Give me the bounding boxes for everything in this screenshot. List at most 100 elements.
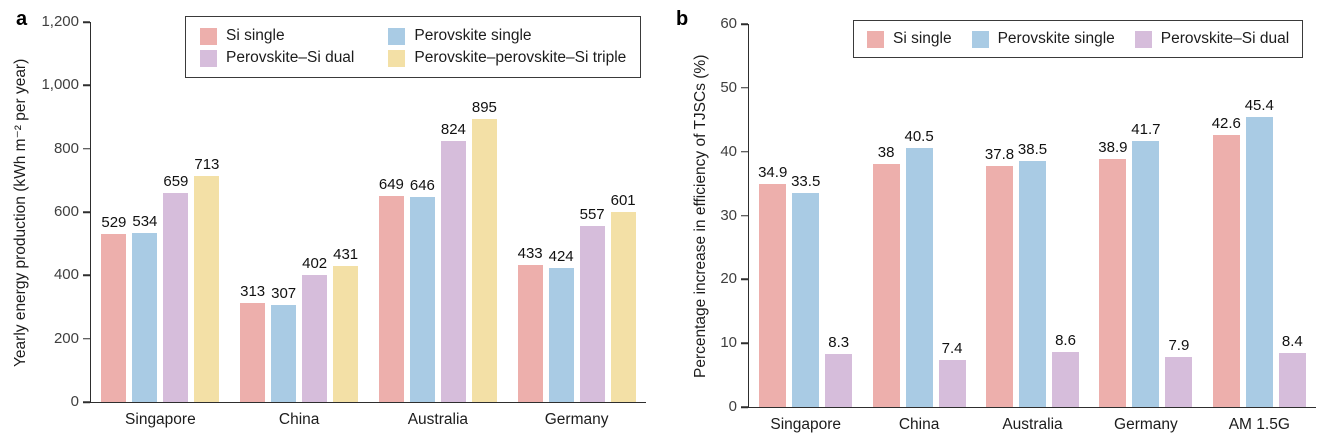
bar-perovskite-single-australia [409, 197, 435, 402]
bar-perovskite-si-dual-australia [1052, 352, 1079, 407]
bar-perovskite-single-singapore [132, 232, 158, 402]
legend-swatch-icon [388, 49, 406, 67]
bar-value-label: 8.6 [1055, 332, 1076, 350]
legend-entry: Perovskite single [388, 27, 626, 45]
bar-value-label: 42.6 [1211, 115, 1241, 133]
legend-label: Si single [893, 30, 952, 47]
y-tick-label: 60 [720, 15, 737, 32]
legend-entry: Si single [867, 30, 952, 48]
legend-label: Perovskite–Si dual [226, 49, 355, 66]
y-tick-mark [82, 337, 90, 340]
y-tick-label: 0 [728, 398, 737, 415]
plot-area-a: 0 200 400 600 800 1,000 1,200 529 534 659 713 Singa… [41, 13, 646, 428]
x-category-label: China [278, 411, 320, 428]
y-tick-mark [740, 214, 748, 217]
bar-value-label: 34.9 [758, 164, 788, 182]
y-tick-label: 30 [720, 206, 737, 224]
bar-perovskite-single-australia [1019, 161, 1046, 407]
legend-swatch-icon [388, 27, 406, 45]
bar-perovskite-si-dual-am-1.5g [1278, 353, 1306, 407]
legend-swatch-icon [1134, 30, 1152, 48]
y-tick-mark [740, 23, 748, 25]
bar-value-label: 402 [302, 254, 328, 272]
y-tick-mark [740, 406, 748, 408]
y-tick-label: 200 [53, 329, 79, 347]
bar-si-single-germany [1099, 158, 1127, 407]
panel-letter-b: b [676, 8, 689, 30]
bar-perovskite-si-dual-germany [1165, 356, 1193, 407]
bar-value-label: 41.7 [1131, 120, 1161, 138]
bar-si-single-china [240, 302, 266, 402]
legend-label: Si single [226, 27, 285, 44]
legend-entry: Perovskite–Si dual [1134, 30, 1290, 48]
bar-value-label: 33.5 [791, 173, 821, 191]
bar-perovskite-si-dual-china [938, 359, 966, 407]
y-tick-label: 1,200 [41, 13, 79, 30]
panel-b: b Percentage increase in efficiency of T… [660, 0, 1320, 435]
bar-perovskite-perovskite-si-triple-germany [610, 211, 636, 402]
y-tick-mark [82, 211, 90, 213]
y-axis-title-a: Yearly energy production (kWh m⁻² per ye… [12, 58, 29, 367]
y-tick-mark [740, 87, 748, 89]
bar-value-label: 659 [163, 173, 189, 191]
bar-value-label: 713 [194, 156, 220, 174]
bar-perovskite-si-dual-singapore [825, 354, 853, 407]
bar-perovskite-single-am-1.5g [1245, 117, 1273, 407]
y-tick-label: 0 [70, 393, 79, 410]
bar-value-label: 529 [101, 214, 127, 232]
legend-b: Si single Perovskite single Perovskite–Si … [853, 20, 1304, 58]
bar-value-label: 8.3 [828, 334, 850, 352]
bar-value-label: 649 [378, 176, 404, 194]
x-category-label: Australia [407, 411, 469, 428]
x-category-label: China [898, 416, 940, 433]
y-tick-label: 10 [720, 334, 737, 352]
y-tick-label: 20 [720, 270, 737, 288]
bar-value-label: 895 [471, 98, 497, 116]
x-category-label: AM 1.5G [1228, 416, 1290, 433]
legend-entry: Perovskite–Si dual [200, 49, 354, 67]
bar-perovskite-si-dual-australia [440, 141, 466, 402]
bar-value-label: 45.4 [1244, 97, 1274, 115]
legend-a: Si single Perovskite–Si dual Perovskite si… [185, 16, 642, 78]
bar-value-label: 37.8 [984, 145, 1015, 163]
legend-swatch-icon [971, 30, 989, 48]
y-tick-mark [82, 401, 90, 403]
y-tick-label: 40 [720, 142, 737, 160]
bar-value-label: 313 [240, 282, 266, 300]
bar-si-single-china [872, 164, 900, 407]
bar-value-label: 40.5 [904, 128, 934, 146]
bar-perovskite-si-dual-germany [579, 225, 605, 402]
bar-value-label: 601 [610, 191, 636, 209]
bar-value-label: 433 [517, 244, 543, 262]
legend-label: Perovskite–Si dual [1160, 30, 1290, 47]
bar-perovskite-perovskite-si-triple-australia [471, 118, 497, 402]
legend-label: Perovskite–perovskite–Si triple [414, 49, 627, 66]
bar-value-label: 534 [132, 212, 158, 230]
legend-swatch-icon [200, 27, 217, 45]
bar-si-single-am-1.5g [1212, 135, 1240, 407]
bar-si-single-australia [378, 196, 404, 402]
y-tick-mark [740, 278, 748, 281]
y-tick-mark [82, 274, 90, 277]
bar-perovskite-si-dual-china [302, 274, 328, 402]
y-tick-label: 600 [53, 203, 79, 220]
x-category-label: Singapore [125, 411, 196, 428]
bar-perovskite-single-china [271, 304, 297, 402]
legend-label: Perovskite single [414, 27, 532, 44]
plot-area-b: 0 10 20 30 40 50 60 34.9 33.5 8.3 Singapore 38 40.5 7… [720, 15, 1316, 433]
legend-entry: Perovskite–perovskite–Si triple [388, 49, 626, 67]
y-tick-label: 50 [720, 78, 737, 96]
bar-perovskite-perovskite-si-triple-china [333, 265, 359, 402]
y-tick-mark [82, 84, 90, 87]
bar-value-label: 424 [548, 247, 574, 265]
bar-si-single-australia [986, 165, 1013, 407]
y-tick-mark [82, 147, 90, 150]
bar-value-label: 38.9 [1098, 138, 1128, 156]
x-category-label: Singapore [770, 416, 842, 433]
bar-perovskite-single-china [905, 148, 933, 407]
bar-value-label: 824 [440, 121, 466, 139]
bar-value-label: 7.9 [1168, 336, 1190, 354]
bar-value-label: 8.4 [1281, 333, 1303, 351]
bar-perovskite-si-dual-singapore [163, 193, 189, 402]
